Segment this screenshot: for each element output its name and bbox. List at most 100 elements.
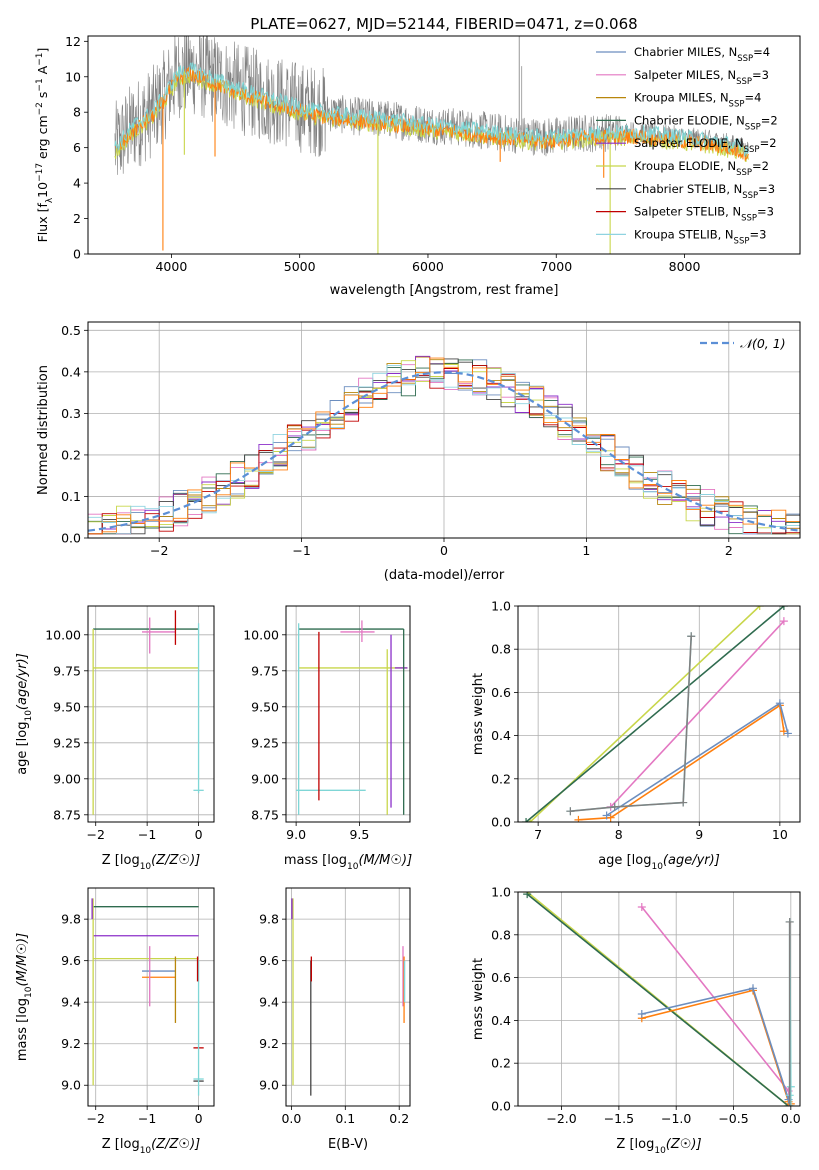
x-axis-label-part: 10 xyxy=(140,862,152,872)
plot-frame xyxy=(285,887,411,1107)
y-tick-label: 0.3 xyxy=(61,406,81,421)
y-tick-label: 9.75 xyxy=(53,663,81,678)
y-axis-label-part: s xyxy=(35,92,50,103)
chart-mass-vs-EBV: 0.0 0.1 0.2 9.0 9.2 9.4 9.6 9.8 E(B-V) xyxy=(259,887,411,1152)
y-tick-label: 9.00 xyxy=(53,771,81,786)
model-spectrum-line xyxy=(114,62,749,157)
y-axis-label-part: A xyxy=(35,65,50,78)
x-axis-label: mass [log10(M/M☉)] xyxy=(284,853,412,872)
y-tick-label: 12 xyxy=(65,34,81,49)
legend-entry-sub: SSP xyxy=(729,100,745,110)
plot-area xyxy=(114,36,749,254)
y-tick-label: 10.00 xyxy=(243,627,279,642)
y-tick-label: 9.6 xyxy=(259,953,279,968)
legend-entry-label: Chabrier ELODIE, N xyxy=(634,113,745,127)
chart-age-vs-mass: 9.0 9.5 8.75 9.00 9.25 9.50 9.75 10.00 mass [log… xyxy=(243,605,412,872)
y-tick-label: 9.0 xyxy=(61,1078,81,1093)
series-marker xyxy=(785,917,794,926)
legend-entry-label: Chabrier STELIB, N xyxy=(634,182,742,196)
y-axis-label-part: age [log xyxy=(15,722,30,775)
y-axis-label-part: λ xyxy=(45,197,55,203)
series-marker xyxy=(610,802,619,811)
y-axis-label-part: Flux [f xyxy=(35,203,50,243)
x-tick-label: 0.2 xyxy=(389,1111,409,1126)
x-axis-label-part: Z [log xyxy=(616,1137,654,1152)
legend-entry-label: Salpeter ELODIE, N xyxy=(634,136,744,150)
x-tick-label: −1 xyxy=(138,1111,156,1126)
y-tick-label: 1.0 xyxy=(491,599,511,614)
y-tick-label: 0.2 xyxy=(61,447,81,462)
x-tick-label: 4000 xyxy=(155,259,187,274)
x-axis-label-part: 10 xyxy=(654,1146,666,1156)
y-tick-label: 9.4 xyxy=(259,995,279,1010)
x-tick-label: 7000 xyxy=(540,259,572,274)
series-marker xyxy=(679,798,688,807)
y-axis-label-part: −1 xyxy=(35,53,45,66)
y-tick-label: 9.50 xyxy=(53,699,81,714)
y-tick-label: 10.00 xyxy=(45,627,81,642)
series-line xyxy=(570,636,692,812)
legend-entry-sub: SSP xyxy=(744,145,760,155)
x-tick-label: 5000 xyxy=(284,259,316,274)
y-tick-label: 10 xyxy=(65,69,81,84)
series-marker xyxy=(785,1102,794,1106)
x-tick-label: 0.0 xyxy=(281,1111,301,1126)
x-tick-label: −2 xyxy=(150,543,168,558)
x-axis-label: age [log10(age/yr)] xyxy=(598,853,720,872)
x-tick-label: 9.0 xyxy=(286,827,306,842)
legend-entry-suffix: =4 xyxy=(744,91,761,105)
series-line xyxy=(578,704,785,821)
legend-entry-sub: SSP xyxy=(736,168,752,178)
y-tick-label: 9.75 xyxy=(251,663,279,678)
y-axis-label: age [log10(age/yr)] xyxy=(15,653,34,775)
x-tick-label: −2.0 xyxy=(546,1111,576,1126)
plot-area xyxy=(522,606,792,822)
series-line xyxy=(610,620,785,808)
y-tick-label: 9.2 xyxy=(61,1036,81,1051)
x-tick-label: 10 xyxy=(772,827,788,842)
x-tick-label: −2 xyxy=(86,1111,104,1126)
x-tick-label: 0.0 xyxy=(781,1111,801,1126)
chart-weight-vs-Z: −2.0 −1.5 −1.0 −0.5 0.0 0.0 0.2 0.4 0.6 0.8 1.0 Z [… xyxy=(471,885,801,1157)
plot-frame xyxy=(87,887,215,1107)
legend-entry: Chabrier STELIB, NSSP=3 xyxy=(634,182,775,201)
x-tick-label: −1 xyxy=(292,543,310,558)
y-axis-label-part: −17 xyxy=(35,163,45,182)
series-marker xyxy=(602,811,611,820)
x-axis-label: E(B-V) xyxy=(328,1137,368,1152)
x-axis-label: Z [log10(Z/Z☉)] xyxy=(102,853,200,872)
legend-entry-label: Kroupa ELODIE, N xyxy=(634,159,736,173)
y-axis-label: mass weight xyxy=(471,673,486,755)
series-line xyxy=(641,906,790,1092)
y-axis-label-part: (age/yr)] xyxy=(15,653,30,710)
legend-entry-suffix: =3 xyxy=(757,205,774,219)
series-marker xyxy=(574,815,583,822)
figure-title: PLATE=0627, MJD=52144, FIBERID=0471, z=0… xyxy=(250,15,637,33)
x-tick-label: 0 xyxy=(195,1111,203,1126)
legend-entry: Salpeter STELIB, NSSP=3 xyxy=(634,205,774,224)
y-tick-label: 0.6 xyxy=(491,970,511,985)
y-tick-label: 9.25 xyxy=(251,735,279,750)
legend-entry: Chabrier ELODIE, NSSP=2 xyxy=(634,113,778,132)
legend-entry: Chabrier MILES, NSSP=4 xyxy=(634,45,770,64)
plot-area xyxy=(91,898,204,1096)
series-marker xyxy=(566,807,575,816)
y-axis-label: Flux [fλ10−17 erg cm−2 s−1 A−1] xyxy=(35,48,55,243)
y-tick-label: 0.4 xyxy=(491,1013,511,1028)
x-axis-label-part: 10 xyxy=(347,862,359,872)
y-axis-label: Normed distribution xyxy=(36,365,51,495)
x-axis-label: Z [log10(Z☉)] xyxy=(616,1137,701,1156)
y-tick-label: 9.8 xyxy=(259,912,279,927)
y-tick-label: 8.75 xyxy=(53,807,81,822)
y-tick-label: 0.4 xyxy=(491,728,511,743)
x-tick-label: 0 xyxy=(195,827,203,842)
series-line xyxy=(526,893,790,1106)
chart-residuals: −2 −1 0 1 2 0.0 0.1 0.2 0.3 0.4 0.5 (data-model)/er… xyxy=(36,321,801,583)
series-marker xyxy=(687,632,696,641)
series-marker xyxy=(749,984,757,993)
legend-entry-suffix: =4 xyxy=(753,45,770,59)
y-axis-label-part: 10 xyxy=(24,986,34,998)
y-axis-label-part: erg cm xyxy=(35,115,50,163)
